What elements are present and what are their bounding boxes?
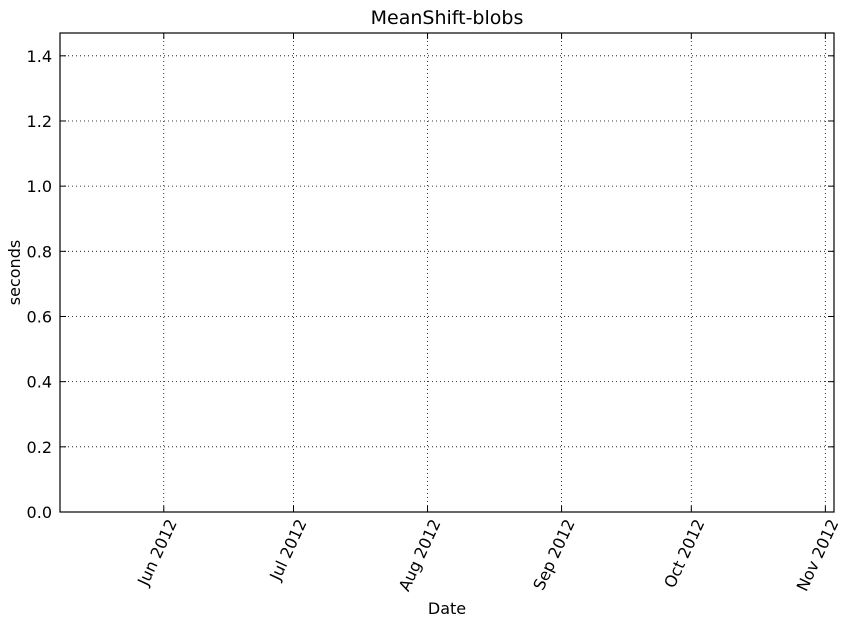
x-axis-label: Date — [428, 599, 466, 618]
y-tick-label: 0.8 — [27, 242, 52, 261]
plot-frame — [59, 32, 835, 513]
ticks — [60, 33, 834, 513]
y-tick-label: 0.0 — [27, 503, 52, 522]
y-tick-label: 1.4 — [27, 47, 52, 66]
y-tick-label: 1.0 — [27, 177, 52, 196]
y-tick-label: 0.6 — [27, 307, 52, 326]
chart-title: MeanShift-blobs — [371, 7, 524, 29]
y-axis-label: seconds — [5, 240, 24, 305]
y-tick-label: 0.2 — [27, 438, 52, 457]
y-tick-label: 0.4 — [27, 373, 52, 392]
y-tick-label: 1.2 — [27, 112, 52, 131]
